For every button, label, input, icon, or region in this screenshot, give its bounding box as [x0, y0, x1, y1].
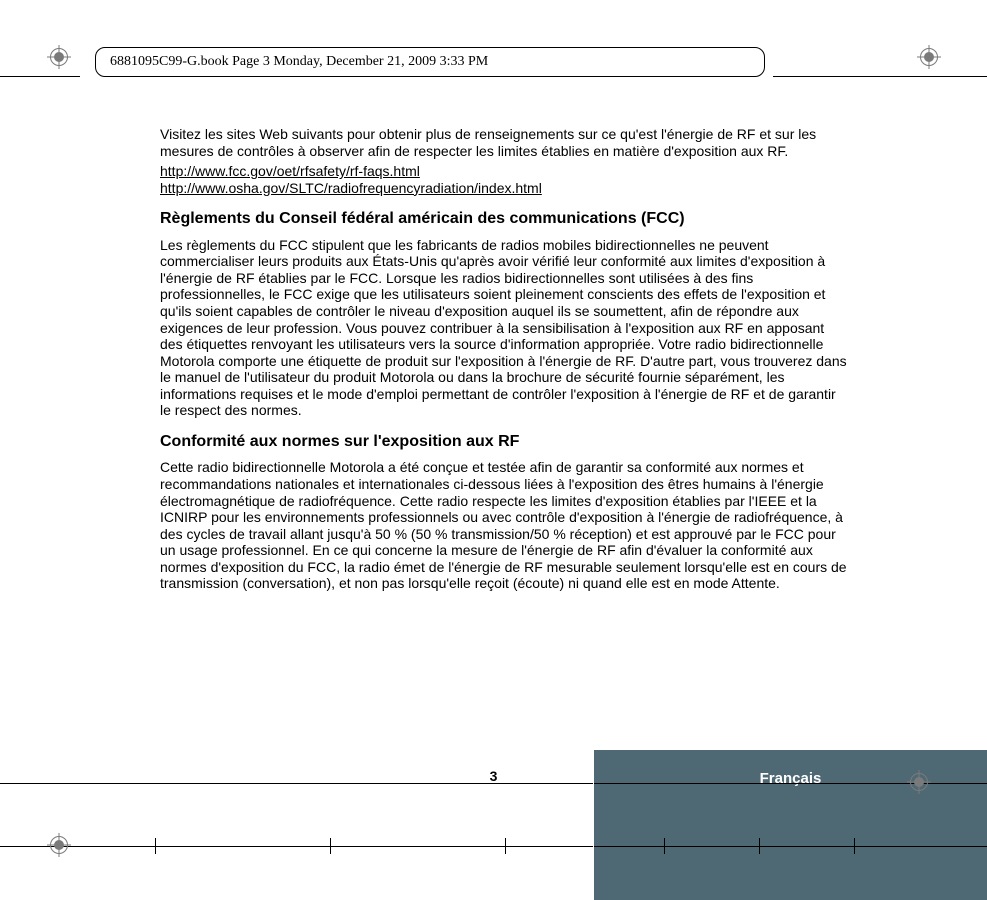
page-number: 3: [0, 768, 987, 784]
heading-conformite: Conformité aux normes sur l'exposition a…: [160, 433, 850, 452]
link-osha[interactable]: http://www.osha.gov/SLTC/radiofrequencyr…: [160, 180, 542, 196]
registration-mark-icon: [920, 48, 938, 66]
link-fcc[interactable]: http://www.fcc.gov/oet/rfsafety/rf-faqs.…: [160, 163, 420, 179]
crop-mark: [505, 838, 506, 854]
crop-mark: [594, 846, 987, 847]
document-header: 6881095C99-G.book Page 3 Monday, Decembe…: [95, 47, 765, 77]
crop-mark: [854, 838, 855, 854]
heading-fcc: Règlements du Conseil fédéral américain …: [160, 210, 850, 229]
paragraph-fcc: Les règlements du FCC stipulent que les …: [160, 237, 850, 419]
crop-mark: [155, 838, 156, 854]
page-content: Visitez les sites Web suivants pour obte…: [160, 126, 850, 596]
paragraph-conformite: Cette radio bidirectionnelle Motorola a …: [160, 459, 850, 591]
header-text: 6881095C99-G.book Page 3 Monday, Decembe…: [110, 54, 488, 69]
registration-mark-icon: [50, 836, 68, 854]
crop-mark: [759, 838, 760, 854]
crop-mark: [330, 838, 331, 854]
crop-mark: [0, 76, 80, 77]
crop-mark: [773, 76, 987, 77]
intro-paragraph: Visitez les sites Web suivants pour obte…: [160, 126, 850, 159]
registration-mark-icon: [50, 48, 68, 66]
crop-mark: [664, 838, 665, 854]
